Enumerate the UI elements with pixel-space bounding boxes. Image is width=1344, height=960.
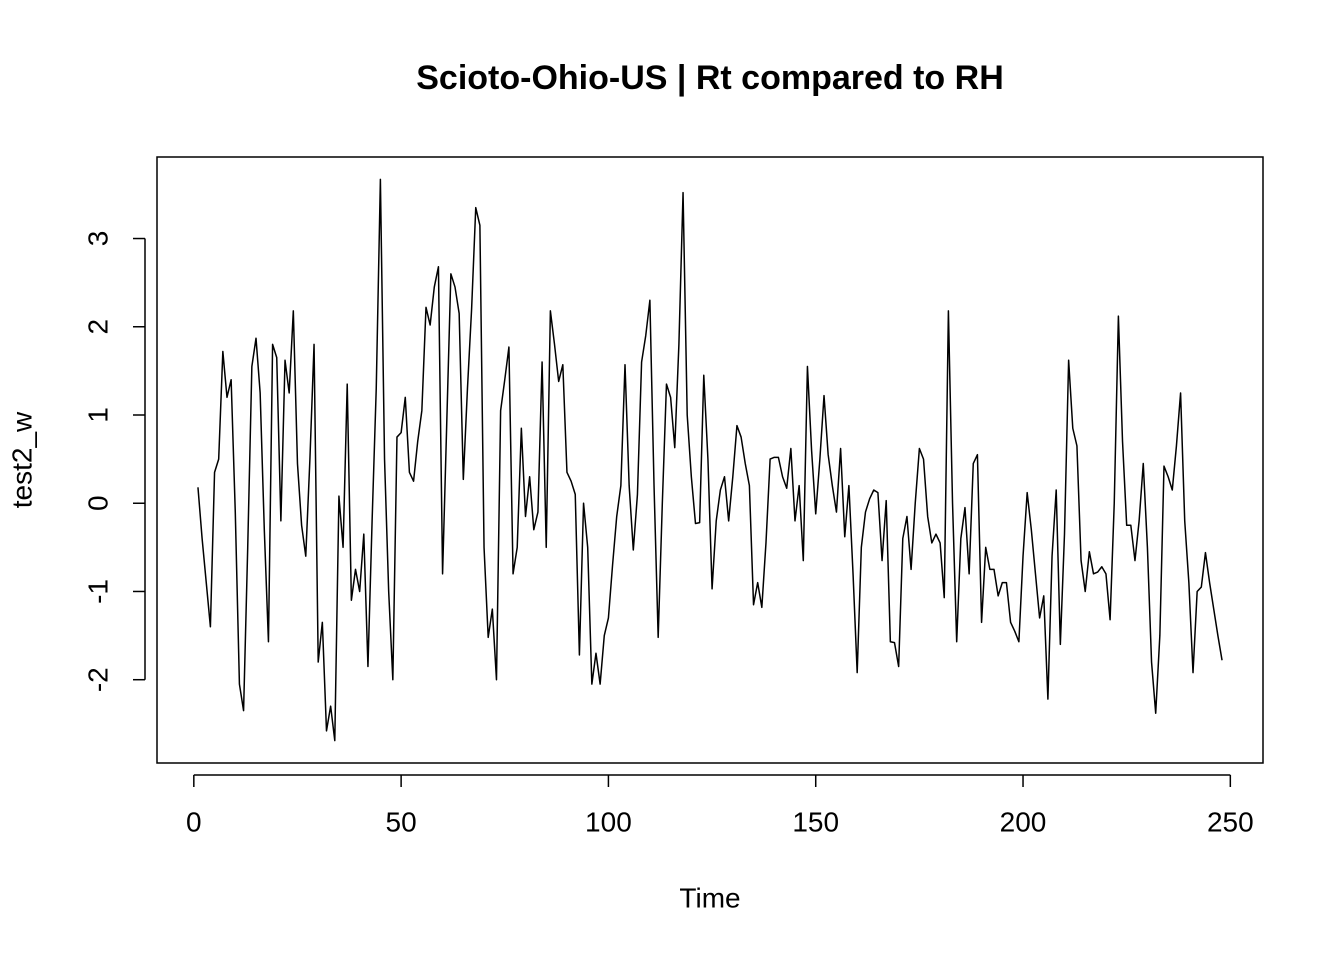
plot-box — [156, 156, 1264, 764]
y-tick-label: 3 — [82, 231, 113, 247]
x-tick-label: 150 — [792, 806, 839, 837]
y-tick-label: 2 — [82, 319, 113, 335]
x-tick-label: 100 — [585, 806, 632, 837]
x-axis-label: Time — [679, 882, 740, 913]
y-tick-label: 1 — [82, 407, 113, 423]
y-axis-label: test2_w — [6, 411, 37, 508]
x-tick-label: 250 — [1207, 806, 1254, 837]
chart-title: Scioto-Ohio-US | Rt compared to RH — [416, 59, 1004, 97]
x-tick-label: 200 — [1000, 806, 1047, 837]
y-tick-label: 0 — [82, 495, 113, 511]
x-tick-label: 50 — [386, 806, 417, 837]
y-tick-label: -1 — [82, 579, 113, 604]
series-line — [197, 178, 1223, 742]
x-tick-label: 0 — [186, 806, 202, 837]
y-tick-label: -2 — [82, 667, 113, 692]
